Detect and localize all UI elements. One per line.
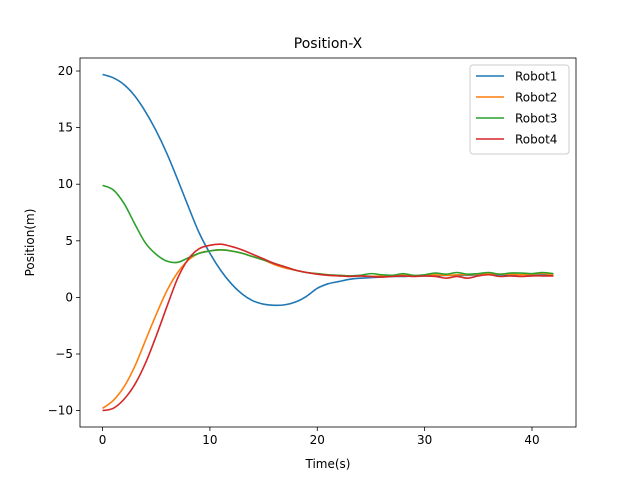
y-tick-label: 5	[65, 234, 73, 248]
plot-frame	[79, 57, 577, 428]
y-axis-label: Position(m)	[23, 209, 37, 277]
chart-title: Position-X	[294, 36, 363, 52]
legend: Robot1 Robot2 Robot3 Robot4	[469, 64, 570, 155]
x-tick-label: 10	[202, 433, 217, 447]
series-lines	[102, 73, 554, 412]
x-tick-label: 0	[99, 433, 107, 447]
y-tick-label: −10	[48, 404, 73, 418]
legend-label-robot1: Robot1	[515, 70, 557, 84]
y-axis: −10 −5 0 5 10 15 20	[48, 64, 80, 418]
legend-box	[469, 64, 570, 155]
legend-label-robot2: Robot2	[515, 91, 557, 105]
x-tick-label: 30	[417, 433, 432, 447]
x-tick-label: 40	[524, 433, 539, 447]
y-tick-label: 15	[58, 121, 73, 135]
y-tick-label: 0	[65, 290, 73, 304]
legend-label-robot4: Robot4	[515, 133, 557, 147]
series-line-robot4	[102, 243, 554, 412]
y-tick-label: 10	[58, 177, 73, 191]
plot-area	[79, 57, 577, 428]
y-tick-label: −5	[55, 347, 73, 361]
x-axis-label: Time(s)	[305, 457, 351, 471]
x-axis: 0 10 20 30 40	[99, 427, 540, 447]
x-tick-label: 20	[310, 433, 325, 447]
y-tick-label: 20	[58, 64, 73, 78]
legend-label-robot3: Robot3	[515, 112, 557, 126]
